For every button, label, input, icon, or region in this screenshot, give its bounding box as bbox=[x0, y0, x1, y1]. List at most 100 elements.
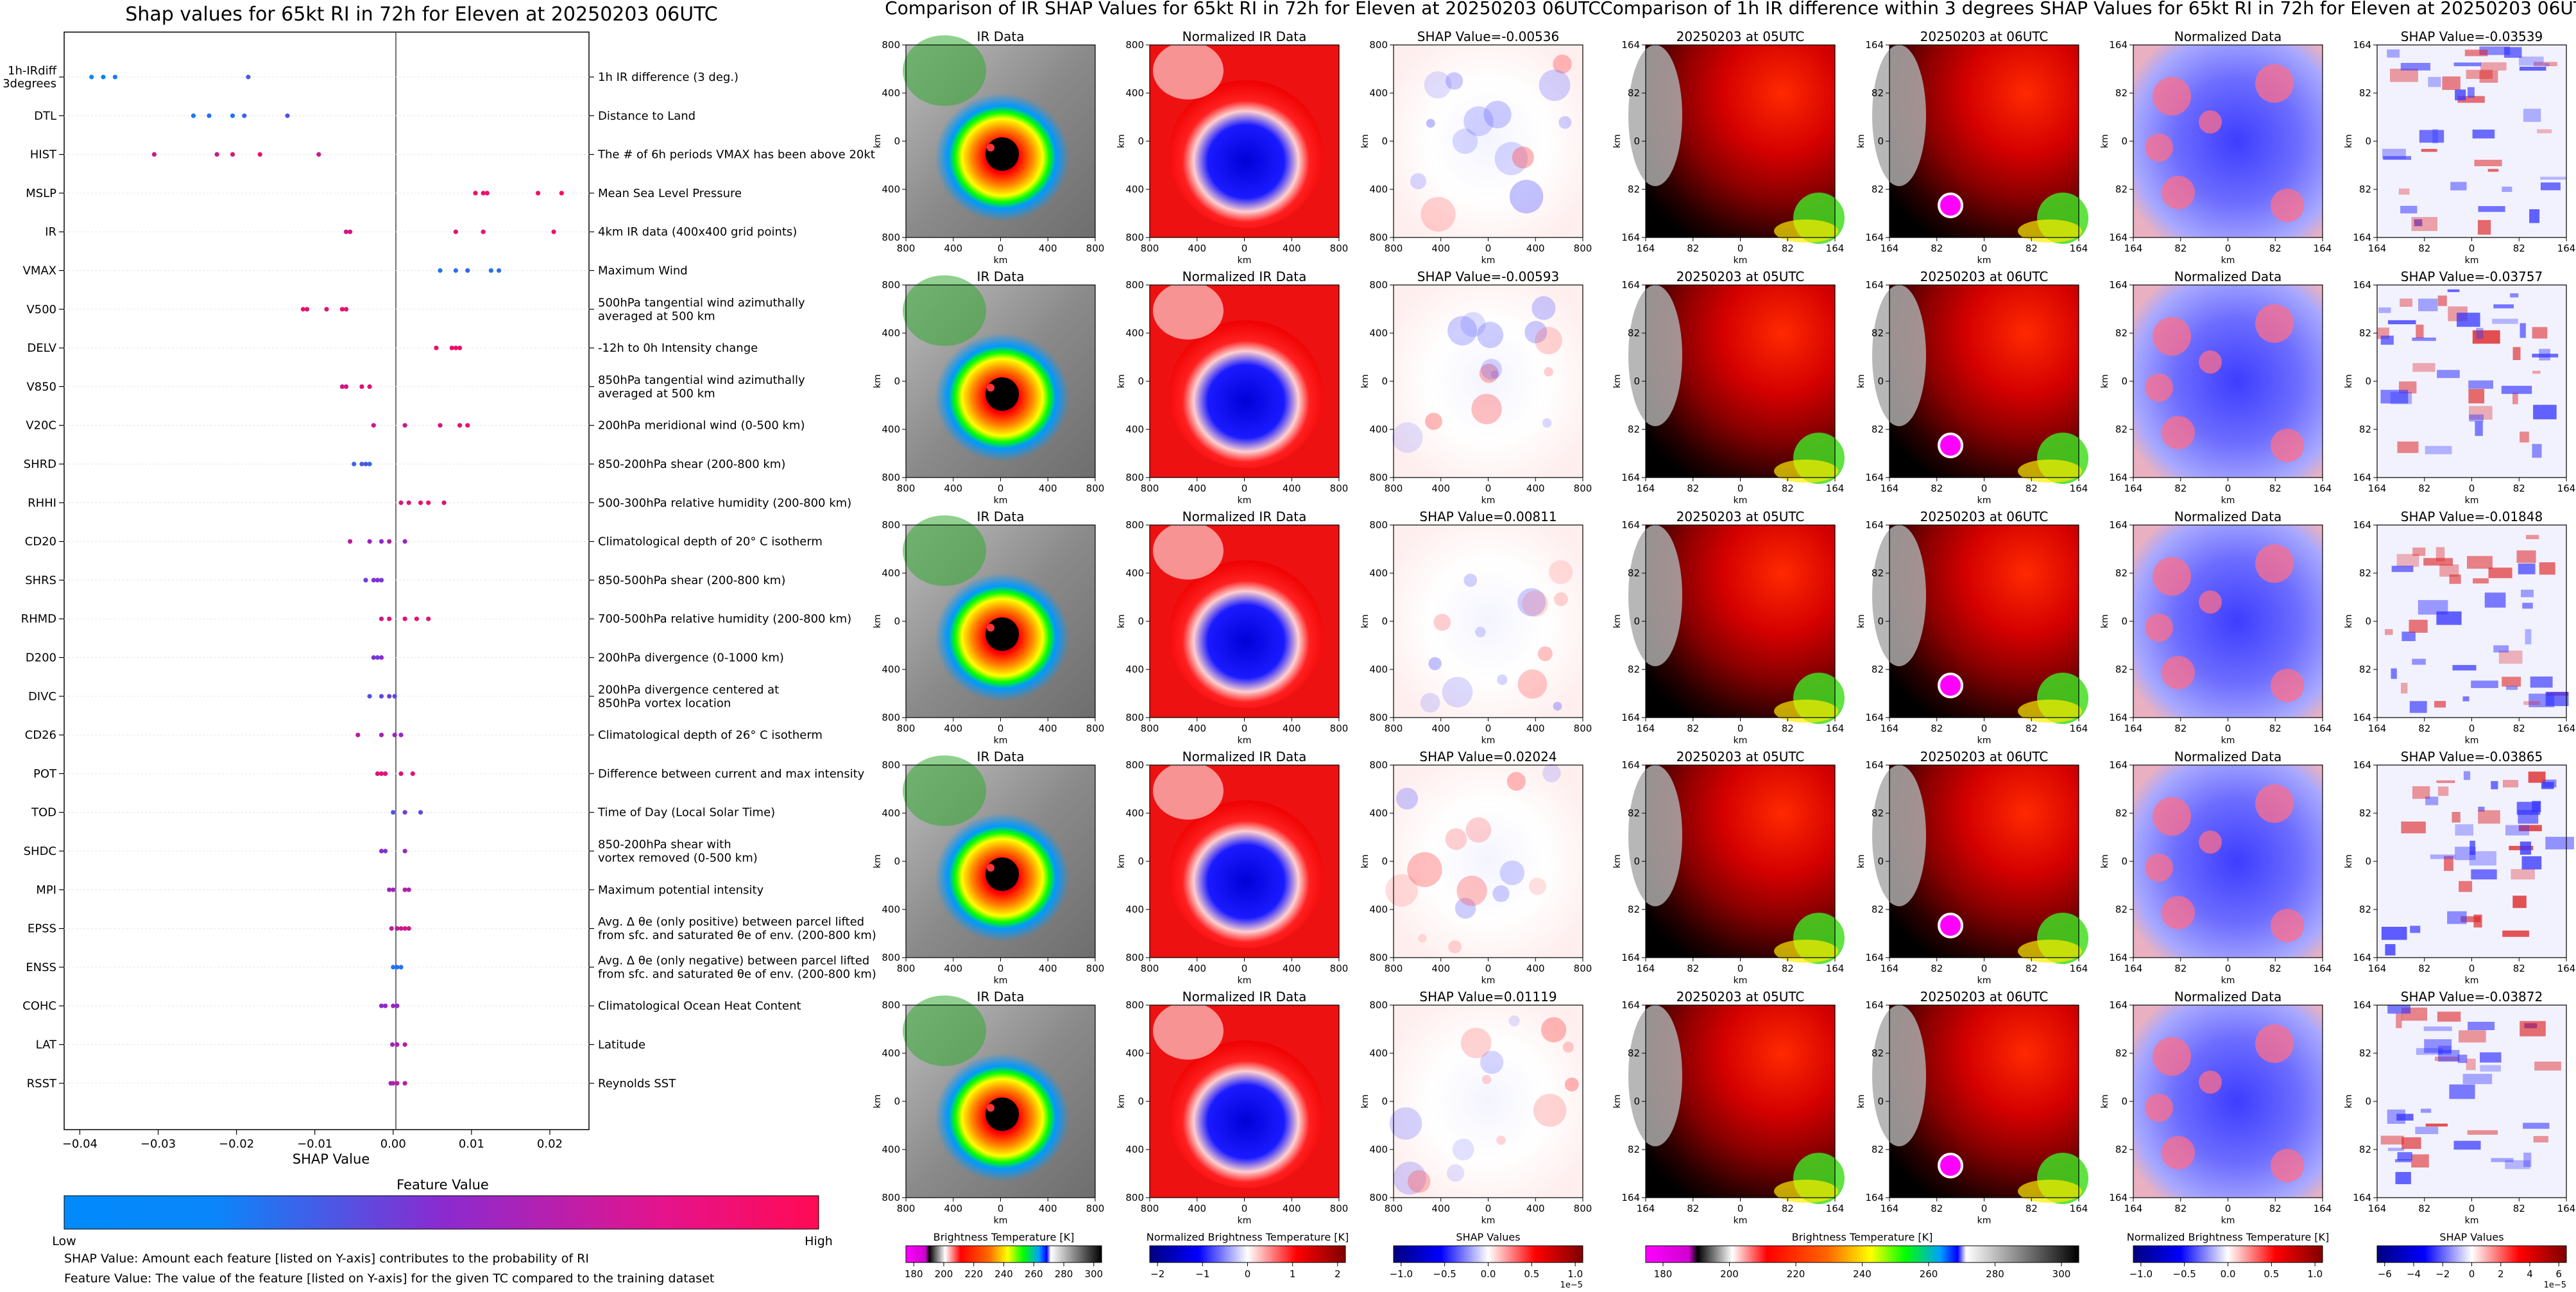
y-tick-label: 800 bbox=[1125, 472, 1144, 483]
y-tick-label: 164 bbox=[1865, 952, 1884, 963]
y-tick-label: 400 bbox=[1369, 664, 1388, 675]
shap-diff-patch bbox=[2439, 564, 2459, 577]
shap-point bbox=[371, 578, 376, 583]
cold-cloud-top bbox=[1938, 913, 1963, 938]
panel-title: 20250203 at 05UTC bbox=[1676, 269, 1805, 284]
y-tick-label: 82 bbox=[1628, 327, 1640, 339]
norm-data-blob bbox=[2271, 1149, 2304, 1182]
shap-point bbox=[395, 1003, 400, 1008]
shap-point bbox=[453, 268, 459, 273]
y-tick-label: 0 bbox=[1381, 856, 1388, 867]
shap-blob bbox=[1447, 316, 1478, 346]
shap-diff-patch bbox=[2409, 701, 2427, 713]
shap-point bbox=[402, 1081, 407, 1086]
y-tick-label: 400 bbox=[1125, 664, 1144, 675]
y-tick-label: 164 bbox=[1621, 472, 1640, 483]
norm-ir-cloud bbox=[1153, 42, 1224, 99]
colorbar-tick-label: 240 bbox=[1853, 1268, 1872, 1280]
feature-description-label: 850-200hPa shear with vortex removed (0-5… bbox=[598, 838, 758, 865]
x-tick-label: 164 bbox=[2314, 963, 2332, 974]
norm-data-blob bbox=[2255, 1024, 2294, 1063]
y-tick-label: 82 bbox=[1628, 1047, 1640, 1059]
y-tick-label: 0 bbox=[2365, 375, 2371, 387]
y-tick-label: 82 bbox=[1628, 87, 1640, 99]
shap-point bbox=[191, 113, 196, 118]
norm-ir-core bbox=[1169, 1040, 1323, 1188]
shap-point bbox=[379, 655, 384, 660]
feature-code-label: D200 bbox=[26, 651, 56, 665]
shap-blob bbox=[1481, 1074, 1492, 1085]
shap-diff-patch bbox=[2463, 771, 2471, 780]
shap-point bbox=[230, 113, 235, 118]
shap-point bbox=[383, 1003, 388, 1008]
feature-description-label: 850hPa tangential wind azimuthally averag… bbox=[598, 374, 805, 401]
y-tick-label: 164 bbox=[2353, 952, 2371, 963]
colorbar-title: Feature Value bbox=[397, 1177, 489, 1193]
shap-diff-patch bbox=[2472, 129, 2495, 139]
shap-diff-patch bbox=[2516, 550, 2536, 563]
shap-point bbox=[379, 539, 384, 544]
shap-blob bbox=[1425, 413, 1442, 430]
shap-blob bbox=[1508, 1015, 1520, 1027]
shap-blob bbox=[1460, 1028, 1492, 1058]
warm-band bbox=[1774, 940, 1838, 963]
norm-data-blob bbox=[2162, 656, 2195, 689]
colorbar-gradient bbox=[2133, 1245, 2323, 1263]
shap-diff-patch bbox=[2447, 289, 2460, 293]
summary-plot-frame bbox=[64, 31, 590, 1130]
y-tick-label: 800 bbox=[1125, 279, 1144, 291]
colorbar-tick-label: −1 bbox=[1195, 1268, 1209, 1280]
shap-point bbox=[355, 732, 361, 737]
x-tick-label: 82 bbox=[2269, 1203, 2282, 1214]
colorbar-tick-label: 280 bbox=[1055, 1268, 1073, 1280]
shap-map-background bbox=[1394, 525, 1583, 718]
colorbar-tick-label: 200 bbox=[935, 1268, 953, 1280]
colorbar-tick-label: 2 bbox=[2498, 1268, 2504, 1280]
shap-blob bbox=[1512, 146, 1534, 169]
x-tick-label: 164 bbox=[1637, 1203, 1655, 1214]
shap-blob bbox=[1456, 875, 1487, 906]
y-axis-label: km bbox=[2100, 854, 2110, 868]
colorbar-tick-label: 280 bbox=[1986, 1268, 2004, 1280]
colorbar: SHAP Values −1.0 −0.5 0.0 0.5 1.01e−5 bbox=[1390, 1231, 1583, 1290]
shap-point bbox=[151, 152, 157, 157]
x-tick-label: 82 bbox=[2026, 963, 2038, 974]
y-tick-label: 400 bbox=[1125, 1144, 1144, 1155]
shap-blob bbox=[1540, 1017, 1567, 1043]
x-tick-label: 0 bbox=[998, 483, 1004, 494]
shap-point bbox=[465, 423, 470, 428]
shap-diff-patch bbox=[2464, 49, 2488, 56]
shap-diff-patch bbox=[2502, 780, 2518, 788]
panel-title: 20250203 at 06UTC bbox=[1920, 989, 2049, 1004]
x-tick-label: 400 bbox=[944, 723, 962, 734]
norm-data-blob bbox=[2162, 176, 2195, 209]
y-axis-label: km bbox=[1360, 854, 1370, 868]
shap-diff-patch bbox=[2523, 1152, 2532, 1167]
shap-diff-patch bbox=[2459, 881, 2473, 892]
y-tick-label: 400 bbox=[1125, 327, 1144, 339]
shap-diff-patch bbox=[2380, 1135, 2404, 1145]
y-tick-label: 0 bbox=[1877, 616, 1884, 627]
shap-diff-patch bbox=[2401, 682, 2408, 694]
x-axis-label: km bbox=[1238, 255, 1252, 266]
shap-point bbox=[406, 500, 411, 505]
y-tick-label: 400 bbox=[882, 184, 900, 195]
norm-data-blob bbox=[2145, 1094, 2173, 1122]
shap-diff-patch bbox=[2512, 392, 2518, 404]
shap-diff-patch bbox=[2521, 589, 2534, 598]
shap-point bbox=[383, 848, 388, 854]
colorbar-gradient bbox=[1393, 1245, 1583, 1263]
shap-diff-patch bbox=[2418, 298, 2438, 311]
shap-blob bbox=[1420, 196, 1456, 232]
colorbar-tick-label: 260 bbox=[1025, 1268, 1043, 1280]
shap-diff-patch bbox=[2396, 1114, 2414, 1121]
y-tick-label: 800 bbox=[1125, 759, 1144, 771]
shap-diff-patch bbox=[2396, 1013, 2402, 1028]
shap-diff-patch bbox=[2478, 806, 2485, 812]
shap-point bbox=[402, 926, 407, 931]
shap-blob bbox=[1544, 367, 1553, 377]
feature-description-label: 500hPa tangential wind azimuthally averag… bbox=[598, 296, 805, 323]
x-tick-label: 400 bbox=[1526, 963, 1545, 974]
x-tick-label: 0 bbox=[1981, 963, 1988, 974]
